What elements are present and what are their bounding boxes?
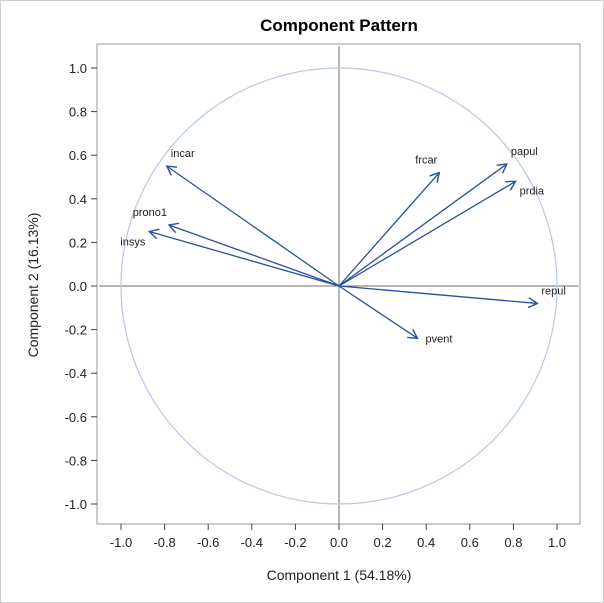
vector-label-repul: repul [541, 285, 565, 297]
x-tick-label: -0.6 [197, 535, 219, 550]
y-tick-label: 0.6 [69, 148, 87, 163]
vector-insys [147, 228, 340, 287]
vector-repul [338, 285, 539, 309]
vector-frcar [338, 171, 441, 287]
vector-label-frcar: frcar [415, 155, 437, 167]
x-tick-label: -1.0 [110, 535, 132, 550]
vector-papul [338, 163, 509, 287]
y-tick-label: -0.6 [65, 410, 87, 425]
x-tick-label: -0.2 [284, 535, 306, 550]
x-tick-label: 1.0 [548, 535, 566, 550]
y-tick-label: 0.4 [69, 192, 87, 207]
y-tick-label: -0.2 [65, 323, 87, 338]
chart-title: Component Pattern [260, 16, 418, 35]
vector-label-incar: incar [171, 148, 195, 160]
vector-prono1 [167, 222, 340, 287]
vector-label-papul: papul [511, 146, 538, 158]
x-tick-label: 0.2 [374, 535, 392, 550]
y-tick-label: 1.0 [69, 61, 87, 76]
x-tick-label: 0.4 [417, 535, 435, 550]
x-tick-label: 0.0 [330, 535, 348, 550]
tick-group: -1.0 -0.8 -0.6 -0.4 -0.2 0.0 0.2 0.4 0.6 0.8 1.0 1.… [65, 61, 566, 550]
vector-label-prdia: prdia [520, 185, 545, 197]
vector-label-insys: insys [120, 237, 146, 249]
x-tick-label: 0.8 [504, 535, 522, 550]
x-tick-label: -0.4 [241, 535, 263, 550]
vector-pvent [338, 285, 419, 340]
x-tick-label: 0.6 [461, 535, 479, 550]
vectors-group: incar prono1 insys frcar papul prdia repul pven… [120, 146, 566, 345]
y-tick-label: -1.0 [65, 497, 87, 512]
vector-prdia [338, 180, 517, 287]
y-tick-label: 0.2 [69, 235, 87, 250]
reference-circle-group [120, 67, 558, 505]
y-tick-label: -0.4 [65, 366, 87, 381]
y-tick-label: 0.0 [69, 279, 87, 294]
vector-label-prono1: prono1 [133, 207, 167, 219]
vector-incar [165, 165, 340, 287]
y-tick-label: 0.8 [69, 105, 87, 120]
x-tick-label: -0.8 [153, 535, 175, 550]
y-axis-label: Component 2 (16.13%) [25, 213, 41, 358]
x-axis-label: Component 1 (54.18%) [267, 567, 412, 583]
y-tick-label: -0.8 [65, 453, 87, 468]
vector-label-pvent: pvent [425, 333, 452, 345]
reference-circle [120, 67, 558, 505]
